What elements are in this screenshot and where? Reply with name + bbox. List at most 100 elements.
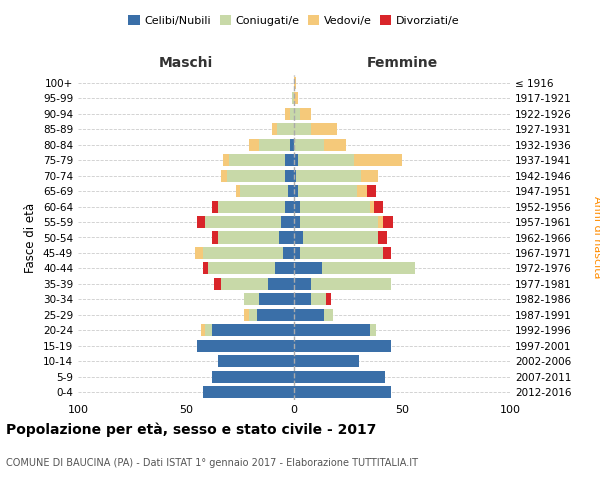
- Bar: [197, 340, 294, 352]
- Bar: [294, 247, 301, 259]
- Bar: [283, 247, 294, 259]
- Bar: [294, 200, 301, 212]
- Bar: [311, 123, 337, 135]
- Bar: [286, 154, 294, 166]
- Bar: [383, 247, 391, 259]
- Bar: [259, 294, 294, 306]
- Bar: [326, 294, 331, 306]
- Bar: [294, 154, 298, 166]
- Bar: [294, 216, 301, 228]
- Bar: [240, 185, 287, 197]
- Bar: [212, 371, 294, 383]
- Bar: [205, 324, 212, 336]
- Text: Anni di nascita: Anni di nascita: [592, 196, 600, 279]
- Bar: [214, 278, 221, 290]
- Bar: [383, 216, 394, 228]
- Bar: [244, 309, 248, 321]
- Bar: [378, 216, 383, 228]
- Bar: [294, 371, 385, 383]
- Bar: [294, 138, 324, 150]
- Bar: [287, 185, 294, 197]
- Bar: [221, 170, 227, 181]
- Bar: [248, 138, 259, 150]
- Bar: [268, 278, 294, 290]
- Bar: [298, 185, 356, 197]
- Bar: [355, 154, 402, 166]
- Bar: [203, 247, 283, 259]
- Bar: [374, 200, 383, 212]
- Bar: [367, 185, 376, 197]
- Bar: [294, 278, 311, 290]
- Text: Femmine: Femmine: [367, 56, 437, 70]
- Bar: [229, 154, 286, 166]
- Bar: [290, 108, 294, 120]
- Bar: [294, 123, 311, 135]
- Bar: [208, 262, 275, 274]
- Bar: [294, 170, 296, 181]
- Bar: [294, 294, 311, 306]
- Bar: [244, 294, 259, 306]
- Bar: [221, 278, 268, 290]
- Bar: [281, 216, 294, 228]
- Bar: [324, 138, 346, 150]
- Bar: [301, 216, 378, 228]
- Bar: [257, 309, 294, 321]
- Bar: [248, 309, 257, 321]
- Bar: [294, 92, 298, 104]
- Bar: [203, 386, 294, 398]
- Bar: [294, 185, 298, 197]
- Bar: [272, 123, 277, 135]
- Bar: [212, 200, 218, 212]
- Bar: [311, 278, 391, 290]
- Bar: [361, 170, 378, 181]
- Bar: [302, 232, 378, 243]
- Bar: [236, 185, 240, 197]
- Bar: [322, 262, 415, 274]
- Bar: [205, 216, 281, 228]
- Bar: [370, 324, 376, 336]
- Bar: [356, 185, 367, 197]
- Bar: [294, 262, 322, 274]
- Bar: [227, 170, 286, 181]
- Text: Maschi: Maschi: [159, 56, 213, 70]
- Bar: [223, 154, 229, 166]
- Bar: [194, 247, 203, 259]
- Bar: [290, 138, 294, 150]
- Bar: [286, 108, 290, 120]
- Bar: [294, 386, 391, 398]
- Bar: [286, 200, 294, 212]
- Bar: [218, 232, 279, 243]
- Bar: [286, 170, 294, 181]
- Bar: [203, 262, 208, 274]
- Text: COMUNE DI BAUCINA (PA) - Dati ISTAT 1° gennaio 2017 - Elaborazione TUTTITALIA.IT: COMUNE DI BAUCINA (PA) - Dati ISTAT 1° g…: [6, 458, 418, 468]
- Bar: [197, 216, 205, 228]
- Bar: [370, 200, 374, 212]
- Bar: [275, 262, 294, 274]
- Bar: [259, 138, 290, 150]
- Bar: [218, 200, 286, 212]
- Bar: [294, 309, 324, 321]
- Bar: [294, 108, 301, 120]
- Bar: [301, 247, 383, 259]
- Bar: [212, 232, 218, 243]
- Bar: [296, 170, 361, 181]
- Bar: [378, 232, 387, 243]
- Bar: [294, 76, 296, 89]
- Bar: [294, 232, 302, 243]
- Bar: [212, 324, 294, 336]
- Bar: [301, 108, 311, 120]
- Y-axis label: Fasce di età: Fasce di età: [25, 202, 37, 272]
- Bar: [292, 92, 294, 104]
- Bar: [294, 340, 391, 352]
- Bar: [311, 294, 326, 306]
- Bar: [294, 356, 359, 368]
- Legend: Celibi/Nubili, Coniugati/e, Vedovi/e, Divorziati/e: Celibi/Nubili, Coniugati/e, Vedovi/e, Di…: [124, 10, 464, 30]
- Bar: [298, 154, 355, 166]
- Bar: [324, 309, 333, 321]
- Bar: [294, 324, 370, 336]
- Bar: [277, 123, 294, 135]
- Bar: [279, 232, 294, 243]
- Bar: [218, 356, 294, 368]
- Text: Popolazione per età, sesso e stato civile - 2017: Popolazione per età, sesso e stato civil…: [6, 422, 376, 437]
- Bar: [201, 324, 205, 336]
